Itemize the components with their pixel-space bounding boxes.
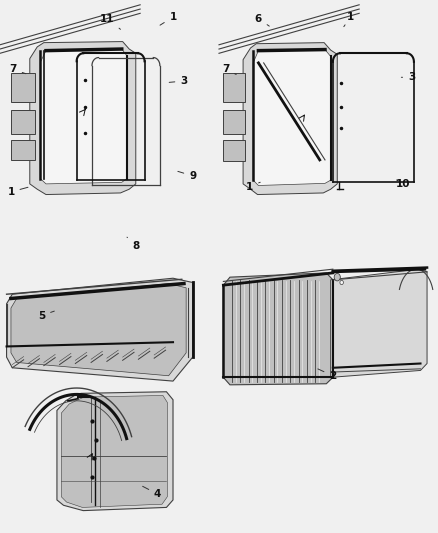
Text: 10: 10 bbox=[396, 179, 410, 189]
Text: 7: 7 bbox=[10, 64, 26, 74]
Text: 1: 1 bbox=[344, 12, 354, 27]
Circle shape bbox=[340, 280, 343, 285]
Polygon shape bbox=[7, 278, 193, 381]
Bar bbox=[223, 110, 245, 134]
Bar bbox=[219, 0, 438, 266]
Polygon shape bbox=[331, 269, 427, 377]
Circle shape bbox=[334, 273, 340, 281]
Text: 8: 8 bbox=[127, 237, 139, 251]
Text: 2: 2 bbox=[318, 369, 336, 381]
Text: 4: 4 bbox=[143, 486, 161, 499]
Polygon shape bbox=[57, 392, 173, 511]
Text: 3: 3 bbox=[401, 72, 415, 82]
Text: 3: 3 bbox=[169, 76, 187, 86]
Bar bbox=[0, 389, 438, 533]
Text: 11: 11 bbox=[100, 14, 120, 29]
Text: 9: 9 bbox=[178, 171, 196, 181]
Polygon shape bbox=[253, 50, 331, 185]
Bar bbox=[11, 110, 35, 134]
Polygon shape bbox=[61, 395, 167, 507]
Polygon shape bbox=[223, 273, 333, 385]
Bar bbox=[219, 266, 438, 389]
Polygon shape bbox=[243, 43, 337, 195]
Bar bbox=[0, 0, 219, 266]
Polygon shape bbox=[40, 49, 127, 184]
Polygon shape bbox=[30, 42, 136, 195]
Bar bbox=[223, 73, 245, 102]
Text: 5: 5 bbox=[38, 311, 54, 320]
Text: 1: 1 bbox=[160, 12, 177, 25]
Bar bbox=[11, 73, 35, 102]
Bar bbox=[11, 140, 35, 160]
Text: 1: 1 bbox=[246, 182, 260, 191]
Text: 1: 1 bbox=[7, 187, 28, 197]
Text: 7: 7 bbox=[222, 64, 236, 75]
Polygon shape bbox=[11, 284, 186, 376]
Text: 6: 6 bbox=[255, 14, 269, 26]
Bar bbox=[0, 266, 219, 389]
Bar bbox=[223, 140, 245, 161]
